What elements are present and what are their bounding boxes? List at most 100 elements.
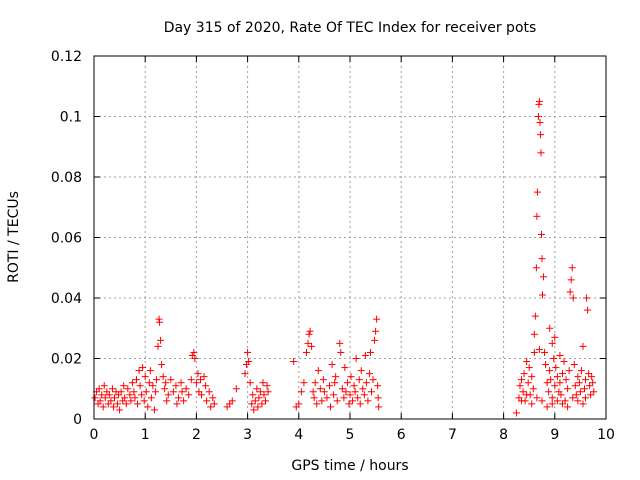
data-point <box>254 403 262 411</box>
data-point <box>359 385 367 393</box>
data-point <box>122 400 130 408</box>
data-point <box>249 391 257 399</box>
data-point <box>551 333 559 341</box>
data-point <box>360 391 368 399</box>
data-point <box>263 382 271 390</box>
y-tick-label: 0.02 <box>51 352 82 368</box>
data-point <box>537 230 545 238</box>
data-point <box>531 312 539 320</box>
data-point <box>558 370 566 378</box>
data-point <box>569 394 577 402</box>
data-point <box>146 367 154 375</box>
data-point <box>337 348 345 356</box>
data-point <box>313 400 321 408</box>
data-point <box>297 388 305 396</box>
data-point <box>180 397 188 405</box>
data-point <box>550 355 558 362</box>
data-point <box>518 376 526 384</box>
data-point <box>121 394 129 402</box>
x-tick-label: 8 <box>499 427 508 443</box>
data-point <box>172 382 180 390</box>
data-point <box>536 119 544 127</box>
data-point <box>101 394 109 402</box>
data-point <box>131 394 139 402</box>
data-point <box>300 379 308 387</box>
data-point <box>178 388 186 396</box>
data-point <box>568 264 576 272</box>
data-point <box>582 394 590 402</box>
data-point <box>585 370 593 378</box>
data-point <box>577 367 585 375</box>
data-point <box>525 364 533 372</box>
data-point <box>566 288 574 296</box>
data-point <box>156 318 164 326</box>
data-point <box>354 394 362 402</box>
data-point <box>141 373 149 381</box>
data-point <box>107 397 115 405</box>
data-point <box>190 348 198 356</box>
data-point <box>169 388 177 396</box>
data-point <box>318 397 326 405</box>
data-point <box>586 382 594 390</box>
data-point <box>157 336 165 344</box>
data-point <box>350 382 358 390</box>
data-point <box>589 379 597 387</box>
data-point <box>251 397 259 405</box>
data-point <box>579 342 587 350</box>
data-point <box>142 388 150 396</box>
data-point <box>132 376 140 384</box>
data-point <box>96 397 104 405</box>
data-point <box>128 379 136 387</box>
data-point <box>126 391 134 399</box>
data-point <box>245 358 253 366</box>
data-point <box>528 373 536 381</box>
data-point <box>151 388 159 396</box>
data-point <box>316 385 324 393</box>
x-tick-label: 10 <box>597 427 615 443</box>
data-point <box>338 385 346 393</box>
data-point <box>161 385 169 393</box>
data-point <box>323 394 331 402</box>
data-point <box>145 379 153 387</box>
data-point <box>535 345 543 353</box>
data-point <box>533 188 541 196</box>
data-point <box>328 361 336 369</box>
data-point <box>258 400 266 408</box>
data-point <box>530 348 538 356</box>
data-point <box>331 379 339 387</box>
data-point <box>110 394 118 402</box>
data-point <box>336 339 344 347</box>
data-point <box>159 373 167 381</box>
data-point <box>523 358 531 366</box>
data-point <box>250 406 258 414</box>
data-point <box>198 391 206 399</box>
data-point <box>368 388 376 396</box>
data-point <box>109 403 117 411</box>
data-point <box>535 97 543 105</box>
data-point <box>95 385 103 393</box>
data-point <box>548 339 556 347</box>
data-point <box>529 385 537 393</box>
data-point <box>305 330 313 338</box>
data-point <box>361 351 369 359</box>
data-point <box>114 400 122 408</box>
data-point <box>108 385 116 393</box>
data-point <box>579 400 587 408</box>
y-tick-label: 0 <box>73 412 82 428</box>
x-tick-label: 9 <box>550 427 559 443</box>
data-point <box>202 382 210 390</box>
x-tick-label: 4 <box>294 427 303 443</box>
data-point <box>545 388 553 396</box>
data-point <box>255 394 263 402</box>
plot-frame <box>93 55 607 420</box>
data-point <box>551 382 559 390</box>
data-point <box>536 131 544 139</box>
data-point <box>565 367 573 375</box>
data-point <box>149 382 157 390</box>
data-point <box>375 403 383 411</box>
data-point <box>534 113 542 120</box>
data-point <box>571 382 579 390</box>
data-point <box>516 382 524 390</box>
data-point <box>362 379 370 387</box>
